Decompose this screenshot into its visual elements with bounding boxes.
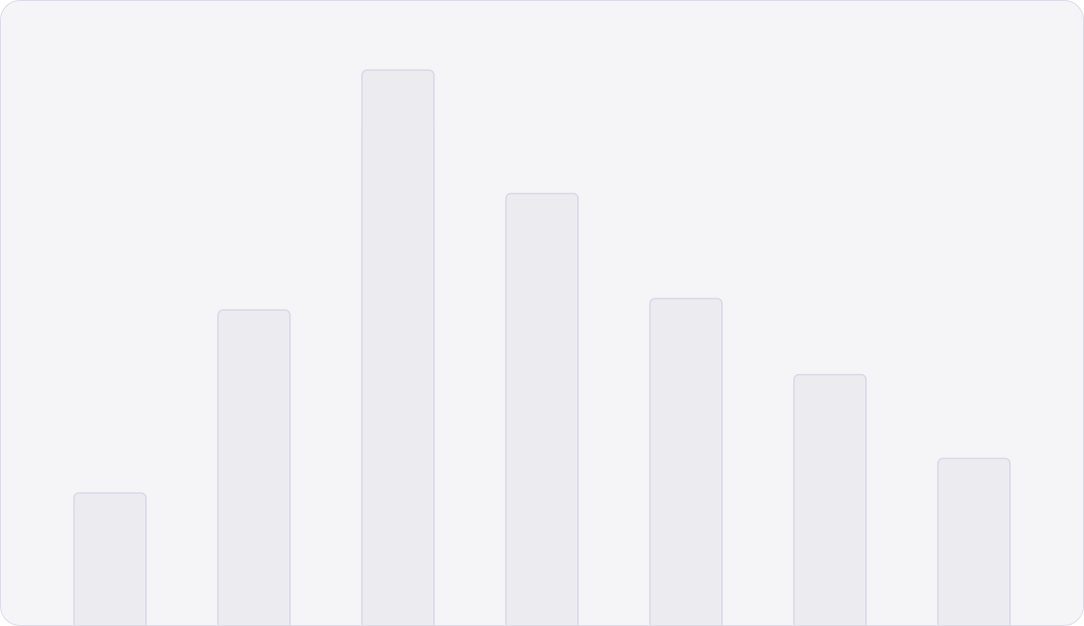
bar-1	[73, 492, 147, 625]
bar-5	[649, 297, 723, 625]
bar-4	[505, 192, 579, 625]
bar-series	[73, 69, 1011, 625]
bar-7	[937, 457, 1011, 625]
bar-3	[361, 69, 435, 625]
bar-2	[217, 309, 291, 625]
bar-6	[793, 373, 867, 625]
